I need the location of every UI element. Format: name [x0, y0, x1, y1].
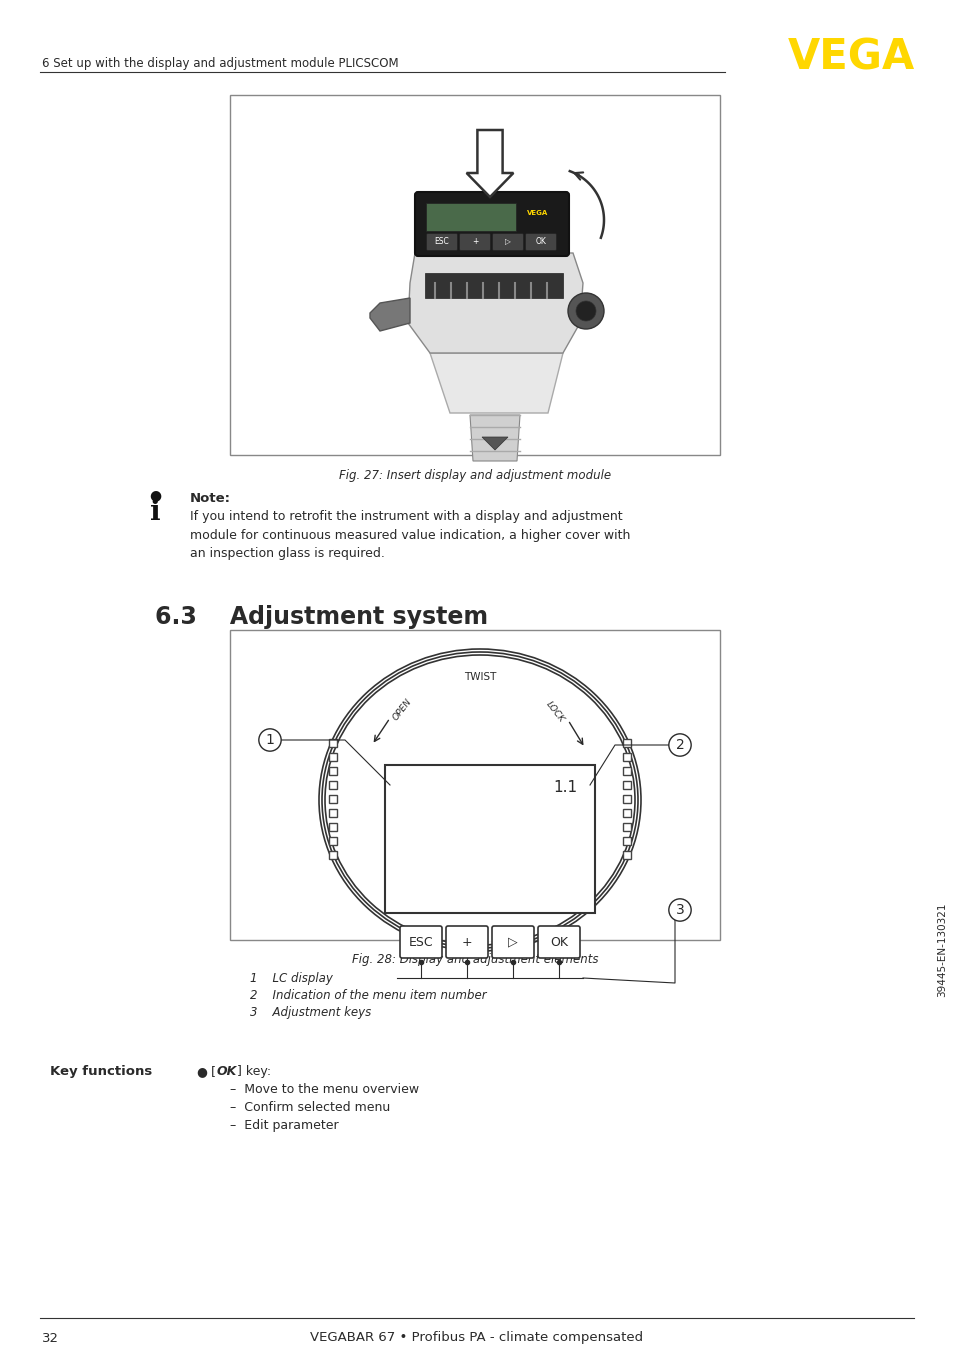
- Bar: [385, 765, 595, 913]
- Ellipse shape: [328, 658, 631, 942]
- Bar: [329, 753, 336, 761]
- FancyBboxPatch shape: [537, 926, 579, 959]
- Bar: [622, 795, 630, 803]
- Bar: [622, 823, 630, 831]
- Text: Key functions: Key functions: [50, 1066, 152, 1078]
- Text: 1.1: 1.1: [553, 780, 577, 795]
- Text: 2: 2: [675, 738, 683, 751]
- Bar: [622, 766, 630, 774]
- Text: OK: OK: [550, 936, 567, 949]
- Text: 2    Indication of the menu item number: 2 Indication of the menu item number: [250, 988, 486, 1002]
- Bar: [230, 95, 720, 455]
- Bar: [329, 766, 336, 774]
- Polygon shape: [408, 253, 582, 353]
- Text: OK: OK: [216, 1066, 237, 1078]
- Text: OK: OK: [535, 237, 546, 246]
- Bar: [329, 795, 336, 803]
- Text: [: [: [211, 1066, 215, 1078]
- Text: OPEN: OPEN: [391, 697, 413, 723]
- Text: ●: ●: [149, 487, 161, 502]
- Bar: [622, 739, 630, 747]
- Bar: [622, 808, 630, 816]
- Polygon shape: [430, 353, 562, 413]
- Bar: [622, 852, 630, 858]
- Text: 3    Adjustment keys: 3 Adjustment keys: [250, 1006, 371, 1020]
- Bar: [329, 852, 336, 858]
- FancyBboxPatch shape: [492, 926, 534, 959]
- Polygon shape: [470, 414, 519, 460]
- Text: If you intend to retrofit the instrument with a display and adjustment
module fo: If you intend to retrofit the instrument…: [190, 510, 630, 561]
- Text: VEGA: VEGA: [787, 37, 914, 79]
- Text: Fig. 27: Insert display and adjustment module: Fig. 27: Insert display and adjustment m…: [338, 468, 611, 482]
- Circle shape: [576, 301, 596, 321]
- Text: 6 Set up with the display and adjustment module PLICSCOM: 6 Set up with the display and adjustment…: [42, 57, 398, 70]
- FancyBboxPatch shape: [446, 926, 488, 959]
- Bar: [622, 781, 630, 789]
- Text: +: +: [472, 237, 477, 246]
- Text: i: i: [150, 498, 160, 525]
- Text: 32: 32: [42, 1331, 59, 1345]
- Bar: [329, 823, 336, 831]
- Text: +: +: [461, 936, 472, 949]
- FancyBboxPatch shape: [399, 926, 441, 959]
- Text: ] key:: ] key:: [236, 1066, 271, 1078]
- Text: 1: 1: [265, 733, 274, 747]
- Polygon shape: [481, 437, 507, 450]
- Bar: [230, 630, 720, 940]
- FancyBboxPatch shape: [415, 192, 568, 256]
- Bar: [329, 739, 336, 747]
- Text: ▷: ▷: [508, 936, 517, 949]
- Text: 1    LC display: 1 LC display: [250, 972, 333, 984]
- Text: ●: ●: [195, 1066, 207, 1078]
- Text: 39445-EN-130321: 39445-EN-130321: [936, 903, 946, 998]
- FancyBboxPatch shape: [426, 233, 457, 250]
- Text: 3: 3: [675, 903, 683, 917]
- Polygon shape: [370, 298, 410, 330]
- Text: VEGABAR 67 • Profibus PA - climate compensated: VEGABAR 67 • Profibus PA - climate compe…: [310, 1331, 643, 1345]
- Bar: [622, 753, 630, 761]
- Text: –  Move to the menu overview: – Move to the menu overview: [230, 1083, 418, 1095]
- Text: Note:: Note:: [190, 492, 231, 505]
- Bar: [329, 808, 336, 816]
- Text: ESC: ESC: [435, 237, 449, 246]
- Bar: [426, 203, 516, 232]
- Text: LOCK: LOCK: [543, 700, 565, 724]
- Text: 6.3    Adjustment system: 6.3 Adjustment system: [154, 605, 488, 630]
- FancyBboxPatch shape: [459, 233, 490, 250]
- Bar: [329, 781, 336, 789]
- Text: Fig. 28: Display and adjustment elements: Fig. 28: Display and adjustment elements: [352, 953, 598, 967]
- Text: –  Edit parameter: – Edit parameter: [230, 1118, 338, 1132]
- Text: TWIST: TWIST: [463, 672, 496, 682]
- Polygon shape: [466, 130, 513, 196]
- Bar: [329, 837, 336, 845]
- Circle shape: [567, 292, 603, 329]
- FancyBboxPatch shape: [492, 233, 523, 250]
- FancyBboxPatch shape: [525, 233, 556, 250]
- Bar: [424, 274, 562, 298]
- Text: ESC: ESC: [408, 936, 433, 949]
- Text: ▷: ▷: [504, 237, 511, 246]
- Text: –  Confirm selected menu: – Confirm selected menu: [230, 1101, 390, 1114]
- Bar: [622, 837, 630, 845]
- Text: VEGA: VEGA: [527, 210, 548, 217]
